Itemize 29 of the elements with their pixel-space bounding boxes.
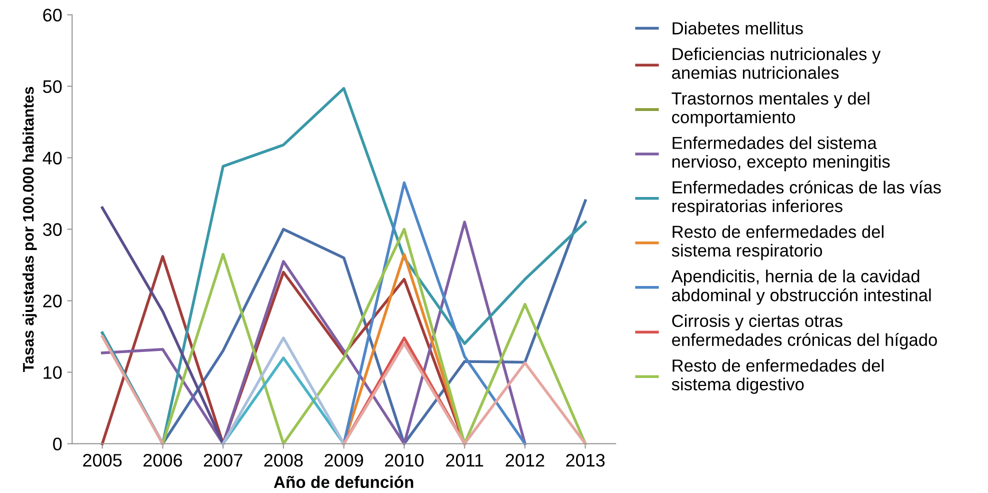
y-tick-label: 20 — [43, 294, 62, 308]
line-series — [161, 228, 587, 446]
x-tick-label: 2005 — [83, 454, 122, 467]
x-tick-label: 2010 — [385, 454, 424, 467]
legend-label: Resto de enfermedades del sistema respiratorio — [672, 225, 884, 260]
legend-label: Enfermedades del sistema nervioso, excepto meningitis — [672, 136, 890, 172]
legend-label: Deficiencias nutricionales y anemias nutricionales — [672, 47, 881, 79]
legend-label: Apendicitis, hernia de la cavidad abdominal y obstrucción intestinal — [671, 270, 931, 305]
x-tick-label: 2007 — [204, 454, 242, 467]
x-tick-label: 2006 — [144, 454, 182, 467]
line-series — [100, 220, 526, 446]
x-axis-title: Año de defunción — [274, 476, 414, 488]
x-tick-label: 2011 — [446, 454, 484, 467]
y-tick-label: 60 — [43, 8, 62, 22]
y-tick-label: 40 — [42, 152, 62, 164]
legend-label: Cirrosis y ciertas otras enfermedades crónicas del hígado — [672, 314, 937, 350]
legend-label: Enfermedades crónicas de las vías respiratorias inferiores — [672, 180, 941, 216]
y-tick-label: 0 — [53, 438, 62, 450]
x-tick-label: 2009 — [324, 454, 364, 467]
x-tick-label: 2013 — [566, 454, 605, 467]
legend-label: Resto de enfermedades del sistema digestivo — [672, 358, 884, 394]
y-tick-label: 50 — [43, 80, 62, 93]
y-axis-title: Tasas ajustadas por 100.000 habitantes — [22, 86, 37, 372]
x-tick-label: 2008 — [264, 454, 303, 467]
x-tick-label: 2012 — [506, 454, 544, 467]
y-tick-label: 30 — [43, 223, 62, 236]
y-tick-label: 10 — [44, 366, 62, 379]
legend-label: Trastornos mentales y del comportamiento — [672, 92, 870, 127]
legend-label: Diabetes mellitus — [672, 22, 803, 34]
